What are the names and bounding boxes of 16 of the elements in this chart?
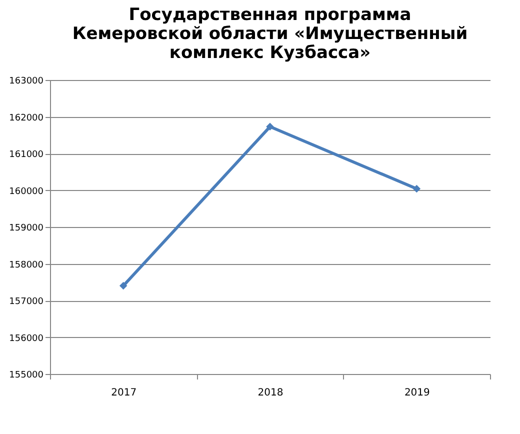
x-tick-label: 2019 — [404, 388, 430, 398]
y-tick-label: 161000 — [9, 150, 44, 160]
y-tick-label: 155000 — [9, 370, 44, 380]
point — [266, 122, 274, 131]
y-tick-label: 158000 — [9, 260, 44, 270]
point — [412, 184, 421, 193]
y-tick-label: 159000 — [9, 224, 44, 234]
chart-title: Государственная программа Кемеровской области «Имущественный комплекс Кузбасса» — [72, 5, 468, 63]
point — [119, 282, 128, 290]
y-tick-label: 162000 — [9, 113, 44, 124]
x-tick-label: 2017 — [111, 388, 137, 398]
x-tick-label: 2018 — [258, 388, 284, 398]
y-tick-label: 157000 — [9, 297, 44, 307]
y-tick-label: 163000 — [9, 76, 44, 86]
y-tick-label: 156000 — [9, 334, 44, 344]
y-tick-label: 160000 — [9, 186, 44, 197]
